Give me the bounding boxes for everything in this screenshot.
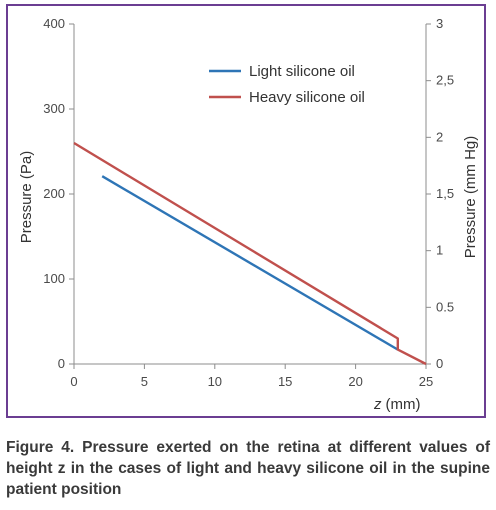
y-tick-label: 100 [43,271,65,286]
x-axis-title-variable: z [373,396,382,413]
x-tick-label: 20 [348,374,362,389]
legend-label-light-oil: Light silicone oil [249,63,355,80]
x-axis-title: z (mm) [373,396,420,413]
y-tick-label: 300 [43,101,65,116]
y2-tick-label: 1 [436,243,443,258]
y2-tick-label: 1,5 [436,186,454,201]
legend-label-heavy-oil: Heavy silicone oil [249,89,365,106]
series-line-light-oil [101,175,399,351]
series-line-heavy-oil [73,141,427,366]
y2-tick-label: 2,5 [436,73,454,88]
y2-tick-label: 0 [436,356,443,371]
x-tick-label: 15 [278,374,292,389]
y2-axis-title: Pressure (mm Hg) [462,136,479,259]
y-axis-title: Pressure (Pa) [18,151,35,244]
x-tick-label: 5 [141,374,148,389]
x-axis-title-unit: (mm) [386,396,421,413]
x-tick-label: 0 [70,374,77,389]
y2-tick-label: 2 [436,129,443,144]
x-tick-label: 25 [419,374,433,389]
figure-caption: Figure 4. Pressure exerted on the retina… [6,439,490,498]
y2-tick-label: 0.5 [436,299,454,314]
legend: Light silicone oil Heavy silicone oil [209,63,365,106]
series-lines [73,141,427,366]
y-tick-label: 400 [43,16,65,31]
figure-frame [6,4,486,418]
y2-tick-label: 3 [436,16,443,31]
x-tick-label: 10 [208,374,222,389]
y-tick-label: 0 [58,356,65,371]
y-tick-label: 200 [43,186,65,201]
axes [69,23,431,369]
